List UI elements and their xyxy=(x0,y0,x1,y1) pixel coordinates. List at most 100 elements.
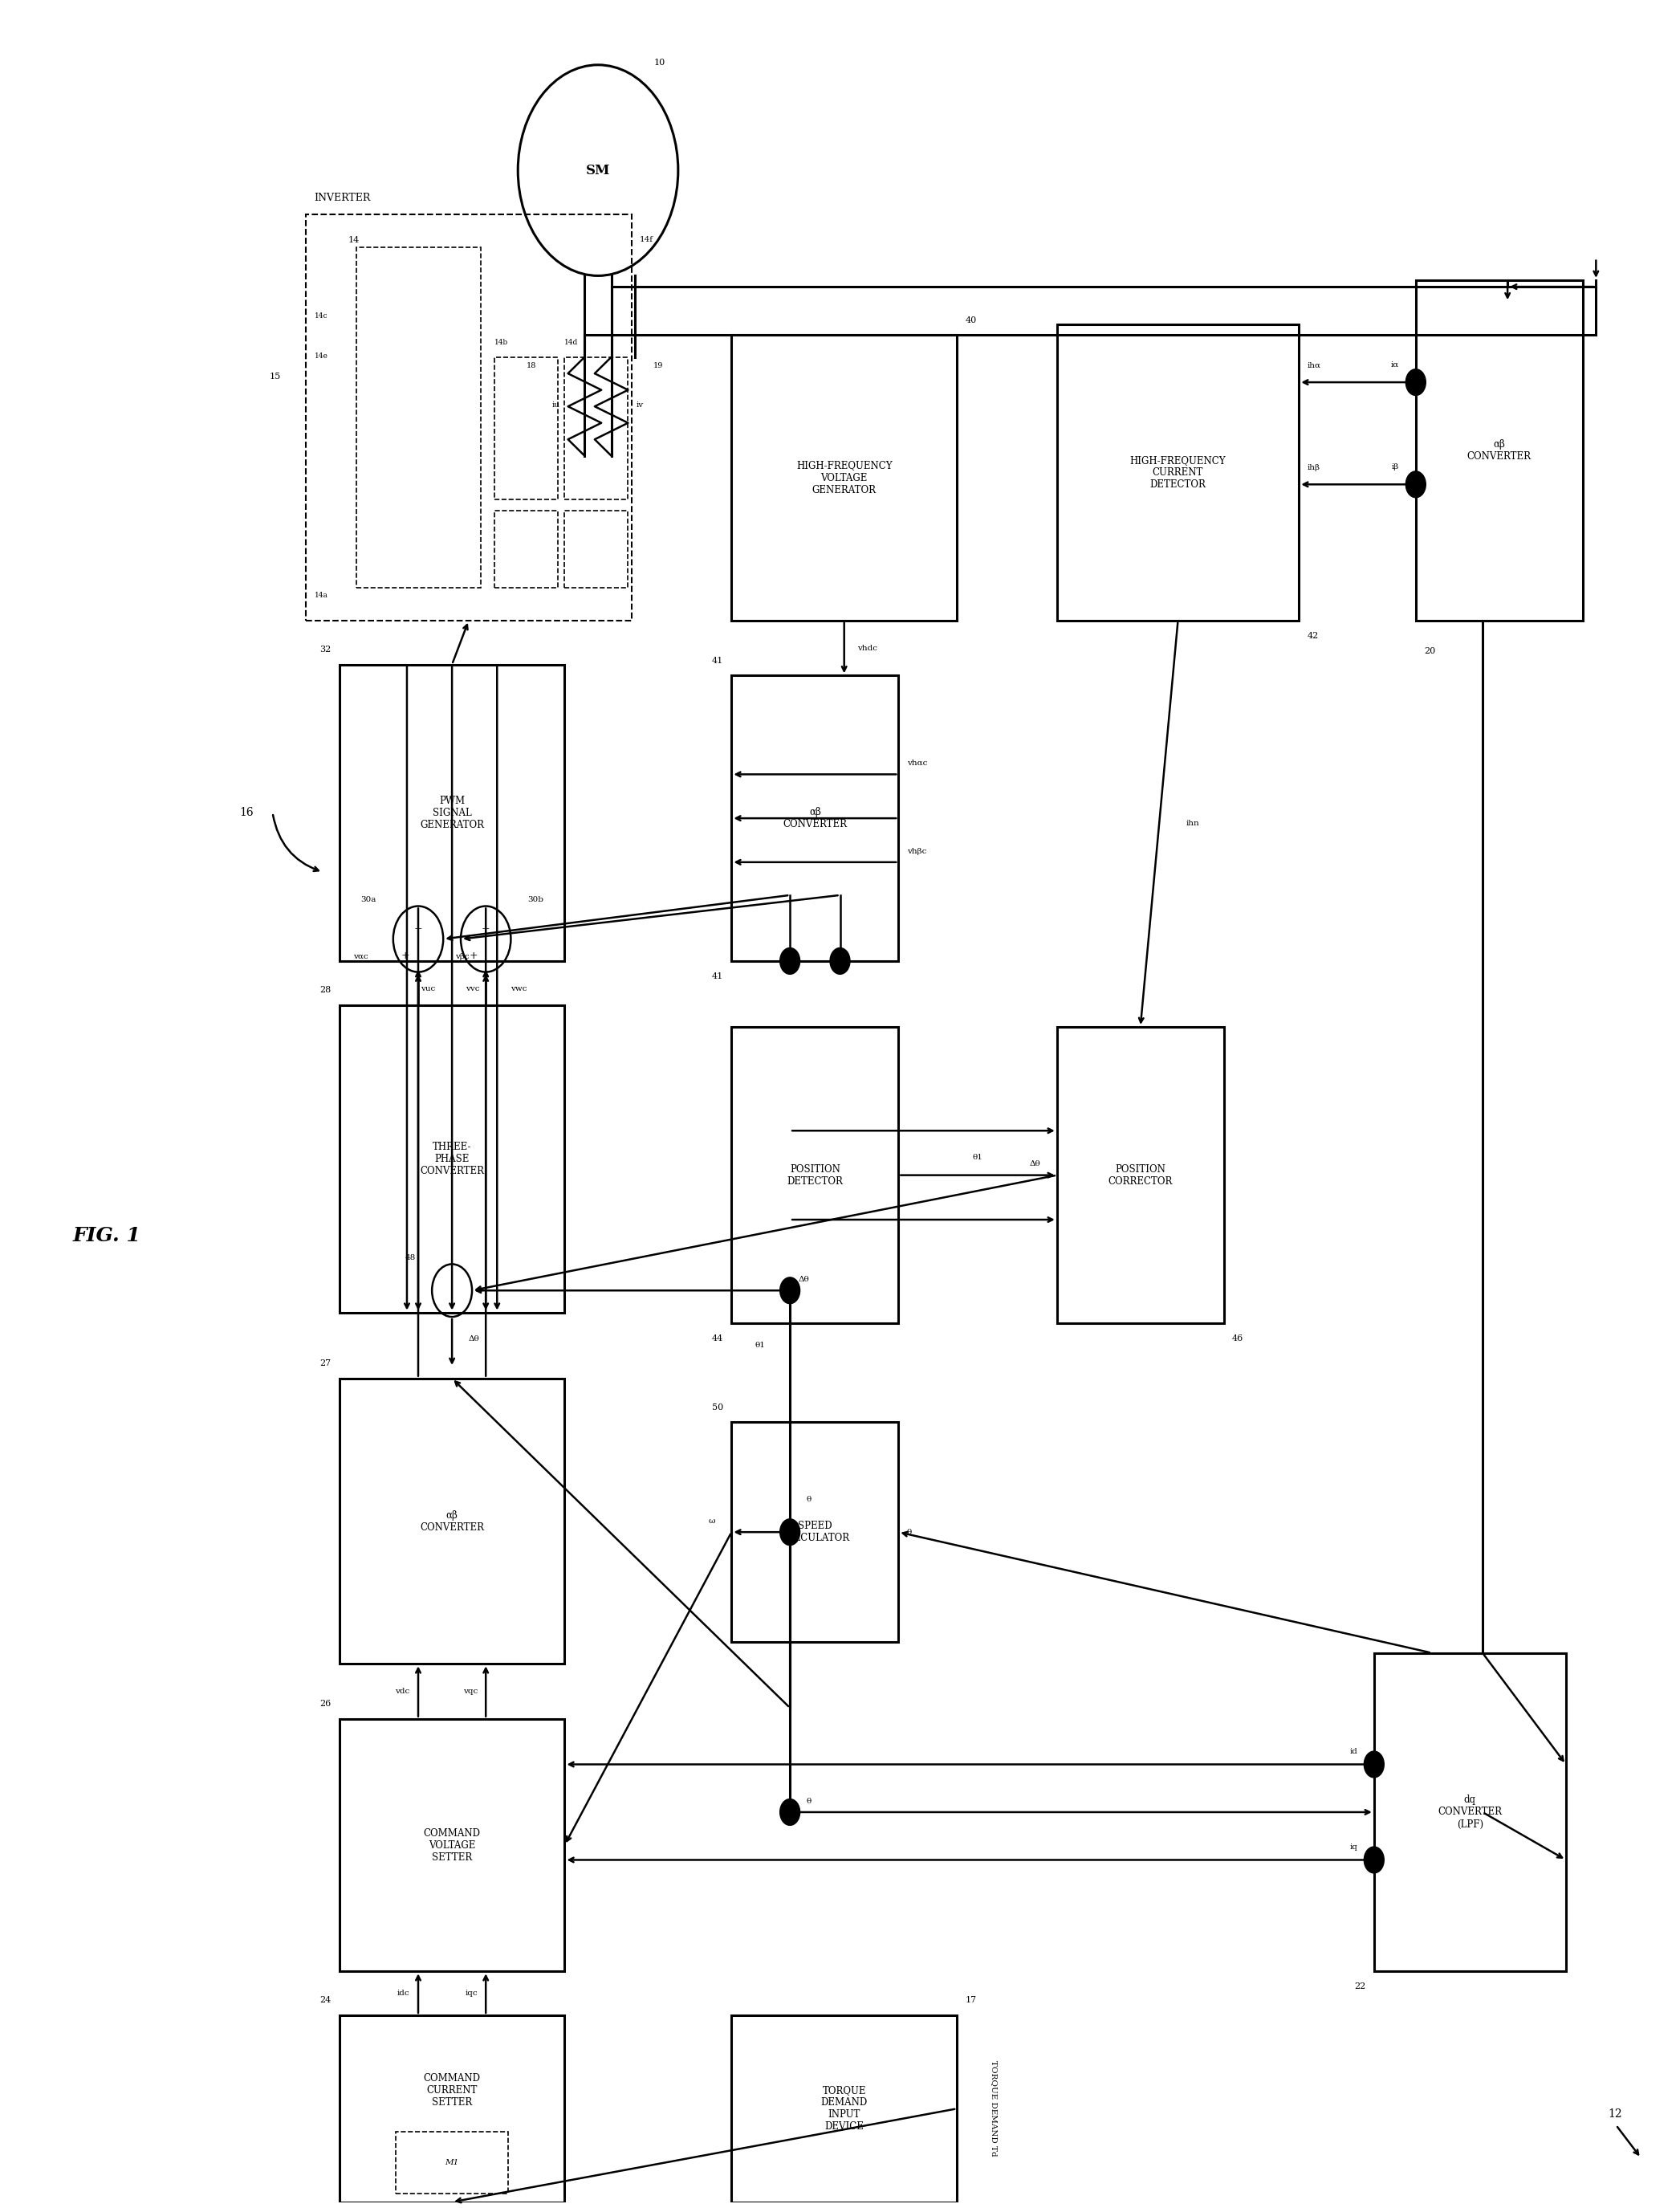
Text: 24: 24 xyxy=(319,1996,331,2005)
Text: 16: 16 xyxy=(239,808,254,819)
Text: vαc: vαc xyxy=(353,954,368,960)
Text: +: + xyxy=(482,923,491,934)
Circle shape xyxy=(780,1276,800,1303)
Text: ihβ: ihβ xyxy=(1307,464,1320,470)
Text: 14f: 14f xyxy=(640,236,654,243)
Circle shape xyxy=(1406,369,1426,395)
Circle shape xyxy=(1364,1751,1384,1777)
Text: SPEED
CALCULATOR: SPEED CALCULATOR xyxy=(781,1521,850,1543)
Text: vwc: vwc xyxy=(511,985,528,991)
Text: PWM
SIGNAL
GENERATOR: PWM SIGNAL GENERATOR xyxy=(420,795,484,830)
Text: 14d: 14d xyxy=(564,338,578,347)
Text: +: + xyxy=(469,949,477,960)
Text: FIG. 1: FIG. 1 xyxy=(72,1225,141,1245)
Bar xyxy=(1374,1654,1566,1972)
Text: THREE-
PHASE
CONVERTER: THREE- PHASE CONVERTER xyxy=(420,1142,484,1177)
Bar xyxy=(494,510,558,587)
Circle shape xyxy=(830,947,850,974)
Text: ihn: ihn xyxy=(1186,819,1200,828)
Bar xyxy=(339,1718,564,1972)
Text: 41: 41 xyxy=(712,972,722,980)
Text: 44: 44 xyxy=(712,1334,722,1342)
Text: 50: 50 xyxy=(712,1404,722,1411)
Bar xyxy=(306,214,632,620)
Circle shape xyxy=(1406,470,1426,497)
Bar xyxy=(396,2131,509,2193)
Text: 14a: 14a xyxy=(314,592,328,598)
Text: 22: 22 xyxy=(1354,1983,1366,1989)
Text: 15: 15 xyxy=(269,373,281,380)
Text: iqc: iqc xyxy=(465,1989,477,1996)
Bar xyxy=(356,247,480,587)
Text: 30b: 30b xyxy=(528,896,544,903)
Text: iq: iq xyxy=(1349,1844,1357,1850)
Text: iu: iu xyxy=(551,402,559,408)
Text: 41: 41 xyxy=(712,656,722,665)
Text: +: + xyxy=(402,949,410,960)
Text: θ: θ xyxy=(806,1495,811,1504)
Text: POSITION
CORRECTOR: POSITION CORRECTOR xyxy=(1109,1164,1173,1186)
Circle shape xyxy=(1364,1846,1384,1872)
Text: vuc: vuc xyxy=(420,985,435,991)
Text: COMMAND
VOLTAGE
SETTER: COMMAND VOLTAGE SETTER xyxy=(423,1828,480,1861)
Text: αβ
CONVERTER: αβ CONVERTER xyxy=(783,806,847,830)
Text: HIGH-FREQUENCY
CURRENT
DETECTOR: HIGH-FREQUENCY CURRENT DETECTOR xyxy=(1131,455,1226,490)
Text: αβ
CONVERTER: αβ CONVERTER xyxy=(1467,439,1530,461)
Text: POSITION
DETECTOR: POSITION DETECTOR xyxy=(786,1164,843,1186)
Bar xyxy=(731,2016,958,2201)
Text: vdc: vdc xyxy=(395,1687,410,1696)
Text: 14: 14 xyxy=(348,236,360,245)
Text: Δθ: Δθ xyxy=(798,1276,810,1283)
Text: TORQUE DEMAND Td: TORQUE DEMAND Td xyxy=(990,2060,998,2157)
Circle shape xyxy=(780,1519,800,1546)
Text: θ1: θ1 xyxy=(973,1155,983,1161)
Text: 40: 40 xyxy=(966,316,976,325)
Text: Δθ: Δθ xyxy=(469,1336,480,1342)
Text: 26: 26 xyxy=(319,1700,331,1707)
Circle shape xyxy=(780,947,800,974)
Text: 18: 18 xyxy=(526,362,536,369)
Text: 42: 42 xyxy=(1307,631,1319,640)
Text: θ: θ xyxy=(806,1797,811,1804)
Text: M1: M1 xyxy=(445,2159,459,2166)
Text: ihα: ihα xyxy=(1307,362,1320,369)
Text: idc: idc xyxy=(396,1989,410,1996)
Bar xyxy=(731,1422,899,1643)
Text: HIGH-FREQUENCY
VOLTAGE
GENERATOR: HIGH-FREQUENCY VOLTAGE GENERATOR xyxy=(796,461,892,495)
Text: COMMAND
CURRENT
SETTER: COMMAND CURRENT SETTER xyxy=(423,2073,480,2106)
Text: 27: 27 xyxy=(319,1360,331,1367)
Bar xyxy=(339,2016,564,2201)
Text: iα: iα xyxy=(1391,362,1399,369)
Bar xyxy=(731,1027,899,1323)
Bar xyxy=(339,1378,564,1665)
Text: vhβc: vhβc xyxy=(907,848,926,854)
Text: Δθ: Δθ xyxy=(1030,1161,1040,1168)
Bar xyxy=(564,358,628,499)
Text: θ1: θ1 xyxy=(754,1342,764,1349)
Circle shape xyxy=(780,1800,800,1826)
Text: vhdc: vhdc xyxy=(857,645,877,651)
Text: 14b: 14b xyxy=(494,338,509,347)
Text: 32: 32 xyxy=(319,645,331,654)
Text: 17: 17 xyxy=(966,1996,976,2005)
Bar xyxy=(339,1005,564,1312)
Text: dq
CONVERTER
(LPF): dq CONVERTER (LPF) xyxy=(1438,1795,1502,1830)
Text: 10: 10 xyxy=(654,57,665,66)
Text: θ: θ xyxy=(907,1528,912,1537)
Text: 28: 28 xyxy=(319,987,331,994)
Text: 48: 48 xyxy=(405,1254,415,1261)
Text: 14e: 14e xyxy=(314,353,328,360)
Text: vqc: vqc xyxy=(462,1687,477,1696)
Bar xyxy=(494,358,558,499)
Text: +: + xyxy=(413,923,422,934)
Text: iβ: iβ xyxy=(1391,464,1399,470)
Text: iv: iv xyxy=(637,402,643,408)
Text: vhαc: vhαc xyxy=(907,760,927,766)
Text: 14c: 14c xyxy=(314,311,328,320)
Bar xyxy=(1057,325,1299,620)
Bar xyxy=(1057,1027,1223,1323)
Text: αβ
CONVERTER: αβ CONVERTER xyxy=(420,1510,484,1532)
Text: vβc: vβc xyxy=(455,954,469,960)
Text: id: id xyxy=(1349,1747,1357,1755)
Text: 19: 19 xyxy=(654,362,664,369)
